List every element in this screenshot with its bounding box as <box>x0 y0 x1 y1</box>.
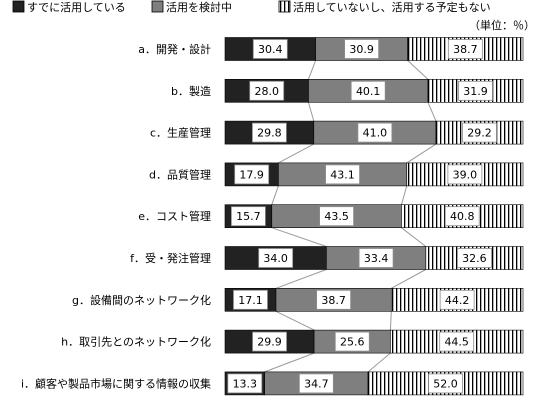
value-label: 34.7 <box>304 377 329 390</box>
connector-line <box>400 185 408 205</box>
category-labels: a．開発・設計 b．製造 c．生産管理 d．品質管理 e．コスト管理 f．受・発注管理 g．… <box>21 42 211 390</box>
value-label-box <box>316 289 352 310</box>
connector-line <box>307 60 317 80</box>
value-label: 43.5 <box>324 210 349 223</box>
connector-line <box>407 60 429 80</box>
value-label-box <box>230 206 266 227</box>
bars: 30.4 30.9 38.7 28.0 40.1 31.9 29.8 41.0 29.2 17.9… <box>224 37 524 396</box>
value-label-box <box>357 122 393 143</box>
category-label: h．取引先とのネットワーク化 <box>61 335 211 349</box>
connector-line <box>264 352 315 373</box>
value-label: 44.2 <box>445 294 470 307</box>
value-label: 31.9 <box>463 85 488 98</box>
legend-label-considering: 活用を検討中 <box>166 0 232 14</box>
connector-line <box>275 310 315 331</box>
value-label-box <box>249 80 285 101</box>
category-label: i．顧客や製品市場に関する情報の収集 <box>21 376 211 390</box>
connector-lines <box>264 60 437 373</box>
connector-line <box>401 227 427 247</box>
value-label-box <box>428 373 463 394</box>
value-label: 52.0 <box>433 377 458 390</box>
value-label-box <box>325 164 360 185</box>
category-label: d．品質管理 <box>149 167 211 181</box>
value-label: 17.9 <box>239 168 264 181</box>
value-label-box <box>358 248 394 268</box>
category-label: c．生産管理 <box>150 126 211 140</box>
connector-line <box>271 185 279 205</box>
connector-line <box>271 227 327 247</box>
value-label-box <box>334 331 370 352</box>
value-label: 43.1 <box>330 168 355 181</box>
value-label-box <box>298 373 334 394</box>
value-label: 39.0 <box>453 168 478 181</box>
value-label-box <box>439 331 475 352</box>
value-label: 25.6 <box>340 336 365 349</box>
value-label: 30.4 <box>258 43 283 56</box>
value-label: 44.5 <box>444 336 469 349</box>
value-label: 13.3 <box>233 377 258 390</box>
value-label-box <box>444 206 480 227</box>
value-label-box <box>350 80 386 101</box>
value-label: 29.9 <box>257 336 282 349</box>
value-label-box <box>319 206 355 227</box>
category-label: f．受・発注管理 <box>130 251 211 265</box>
value-label: 40.8 <box>450 210 475 223</box>
value-label: 29.8 <box>257 127 282 140</box>
value-label: 41.0 <box>363 127 388 140</box>
connector-line <box>307 102 315 122</box>
value-label-box <box>258 248 294 268</box>
value-label-box <box>252 122 287 143</box>
category-label: e．コスト管理 <box>138 209 211 223</box>
value-label: 32.6 <box>462 252 487 265</box>
value-label: 28.0 <box>254 85 279 98</box>
legend-label-notplanned: 活用していないし、活用する予定もない <box>293 0 491 14</box>
value-label-box <box>458 80 493 101</box>
category-label: b．製造 <box>171 84 211 98</box>
value-label: 34.0 <box>263 252 288 265</box>
legend-swatch-notplanned <box>278 0 291 13</box>
value-label: 15.7 <box>236 210 261 223</box>
legend-swatch-considering <box>151 0 164 13</box>
connector-line <box>367 352 391 373</box>
value-label-box <box>447 39 483 59</box>
connector-line <box>406 143 437 164</box>
category-label: g．設備間のネットワーク化 <box>72 293 211 307</box>
value-label-box <box>457 248 492 268</box>
value-label: 17.1 <box>238 294 263 307</box>
connector-line <box>391 269 427 289</box>
value-label-box <box>233 289 268 310</box>
unit-note: （単位：％） <box>469 18 535 32</box>
value-label-box <box>439 289 475 310</box>
legend-swatch-already <box>12 0 25 13</box>
value-label: 29.2 <box>467 127 492 140</box>
category-label: a．開発・設計 <box>138 42 211 56</box>
connector-line <box>427 102 437 122</box>
value-label-box <box>344 39 380 59</box>
connector-line <box>389 311 392 331</box>
value-label-box <box>447 164 483 185</box>
value-label: 38.7 <box>453 43 478 56</box>
legend: すでに活用している 活用を検討中 活用していないし、活用する予定もない <box>12 0 491 14</box>
value-label-box <box>252 39 288 59</box>
value-label: 33.4 <box>364 252 389 265</box>
value-label-box <box>227 373 263 394</box>
value-label-box <box>462 122 497 143</box>
value-label: 38.7 <box>321 294 346 307</box>
value-label: 40.1 <box>356 85 381 98</box>
value-label: 30.9 <box>349 43 374 56</box>
legend-label-already: すでに活用している <box>27 1 126 14</box>
value-label-box <box>234 164 270 185</box>
value-label-box <box>252 331 287 352</box>
connector-line <box>278 143 315 164</box>
connector-line <box>275 269 327 289</box>
